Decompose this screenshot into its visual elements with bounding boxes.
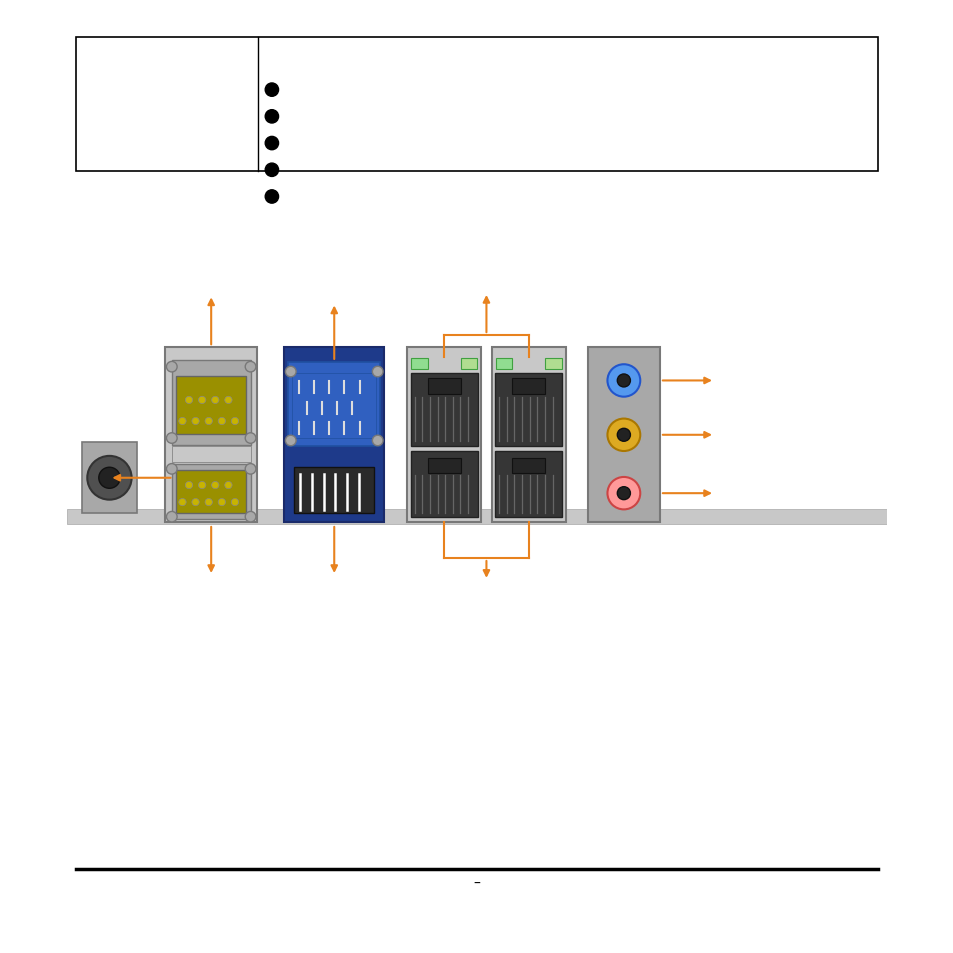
Text: –: – xyxy=(473,877,480,890)
Circle shape xyxy=(617,487,630,500)
Bar xyxy=(165,348,257,523)
Bar xyxy=(427,378,460,395)
Circle shape xyxy=(185,482,193,489)
Bar xyxy=(81,442,137,514)
Bar xyxy=(512,458,544,474)
Circle shape xyxy=(198,482,206,489)
Circle shape xyxy=(607,477,639,510)
Circle shape xyxy=(166,362,177,373)
Bar xyxy=(427,458,460,474)
Circle shape xyxy=(88,456,132,500)
Circle shape xyxy=(198,396,206,404)
Bar xyxy=(544,358,561,370)
Bar xyxy=(172,464,251,519)
Circle shape xyxy=(231,418,238,425)
Bar xyxy=(284,348,384,523)
Circle shape xyxy=(212,396,219,404)
Circle shape xyxy=(245,434,255,444)
Circle shape xyxy=(205,499,213,506)
Bar xyxy=(460,358,476,370)
Bar xyxy=(175,471,246,513)
Bar xyxy=(410,374,477,447)
Circle shape xyxy=(265,137,278,151)
Circle shape xyxy=(265,164,278,177)
Circle shape xyxy=(265,191,278,204)
Bar xyxy=(172,361,251,445)
Bar xyxy=(491,348,565,523)
Bar xyxy=(512,378,544,395)
Circle shape xyxy=(265,111,278,124)
Circle shape xyxy=(285,436,295,446)
Circle shape xyxy=(245,512,255,522)
Circle shape xyxy=(218,418,225,425)
Circle shape xyxy=(225,396,232,404)
Circle shape xyxy=(205,418,213,425)
Bar xyxy=(172,447,251,463)
Bar xyxy=(288,362,380,447)
Circle shape xyxy=(372,436,383,446)
Circle shape xyxy=(212,482,219,489)
Bar xyxy=(294,468,374,513)
Circle shape xyxy=(185,396,193,404)
Circle shape xyxy=(607,419,639,452)
Bar xyxy=(496,358,512,370)
Circle shape xyxy=(617,375,630,388)
Circle shape xyxy=(231,499,238,506)
Circle shape xyxy=(178,418,186,425)
Bar xyxy=(76,38,877,172)
Bar xyxy=(407,348,480,523)
Bar xyxy=(495,374,561,447)
Bar xyxy=(410,452,477,518)
Circle shape xyxy=(617,429,630,442)
Bar xyxy=(292,374,375,438)
Bar xyxy=(175,376,246,435)
Circle shape xyxy=(166,512,177,522)
Circle shape xyxy=(607,365,639,397)
Circle shape xyxy=(218,499,225,506)
Circle shape xyxy=(245,464,255,475)
Circle shape xyxy=(99,468,120,489)
Circle shape xyxy=(178,499,186,506)
Bar xyxy=(411,358,427,370)
Circle shape xyxy=(166,464,177,475)
Circle shape xyxy=(225,482,232,489)
Circle shape xyxy=(192,499,199,506)
Circle shape xyxy=(192,418,199,425)
Circle shape xyxy=(166,434,177,444)
Bar xyxy=(67,510,886,524)
Circle shape xyxy=(372,367,383,377)
Bar xyxy=(495,452,561,518)
Circle shape xyxy=(265,84,278,97)
Circle shape xyxy=(245,362,255,373)
Bar xyxy=(587,348,659,523)
Circle shape xyxy=(285,367,295,377)
